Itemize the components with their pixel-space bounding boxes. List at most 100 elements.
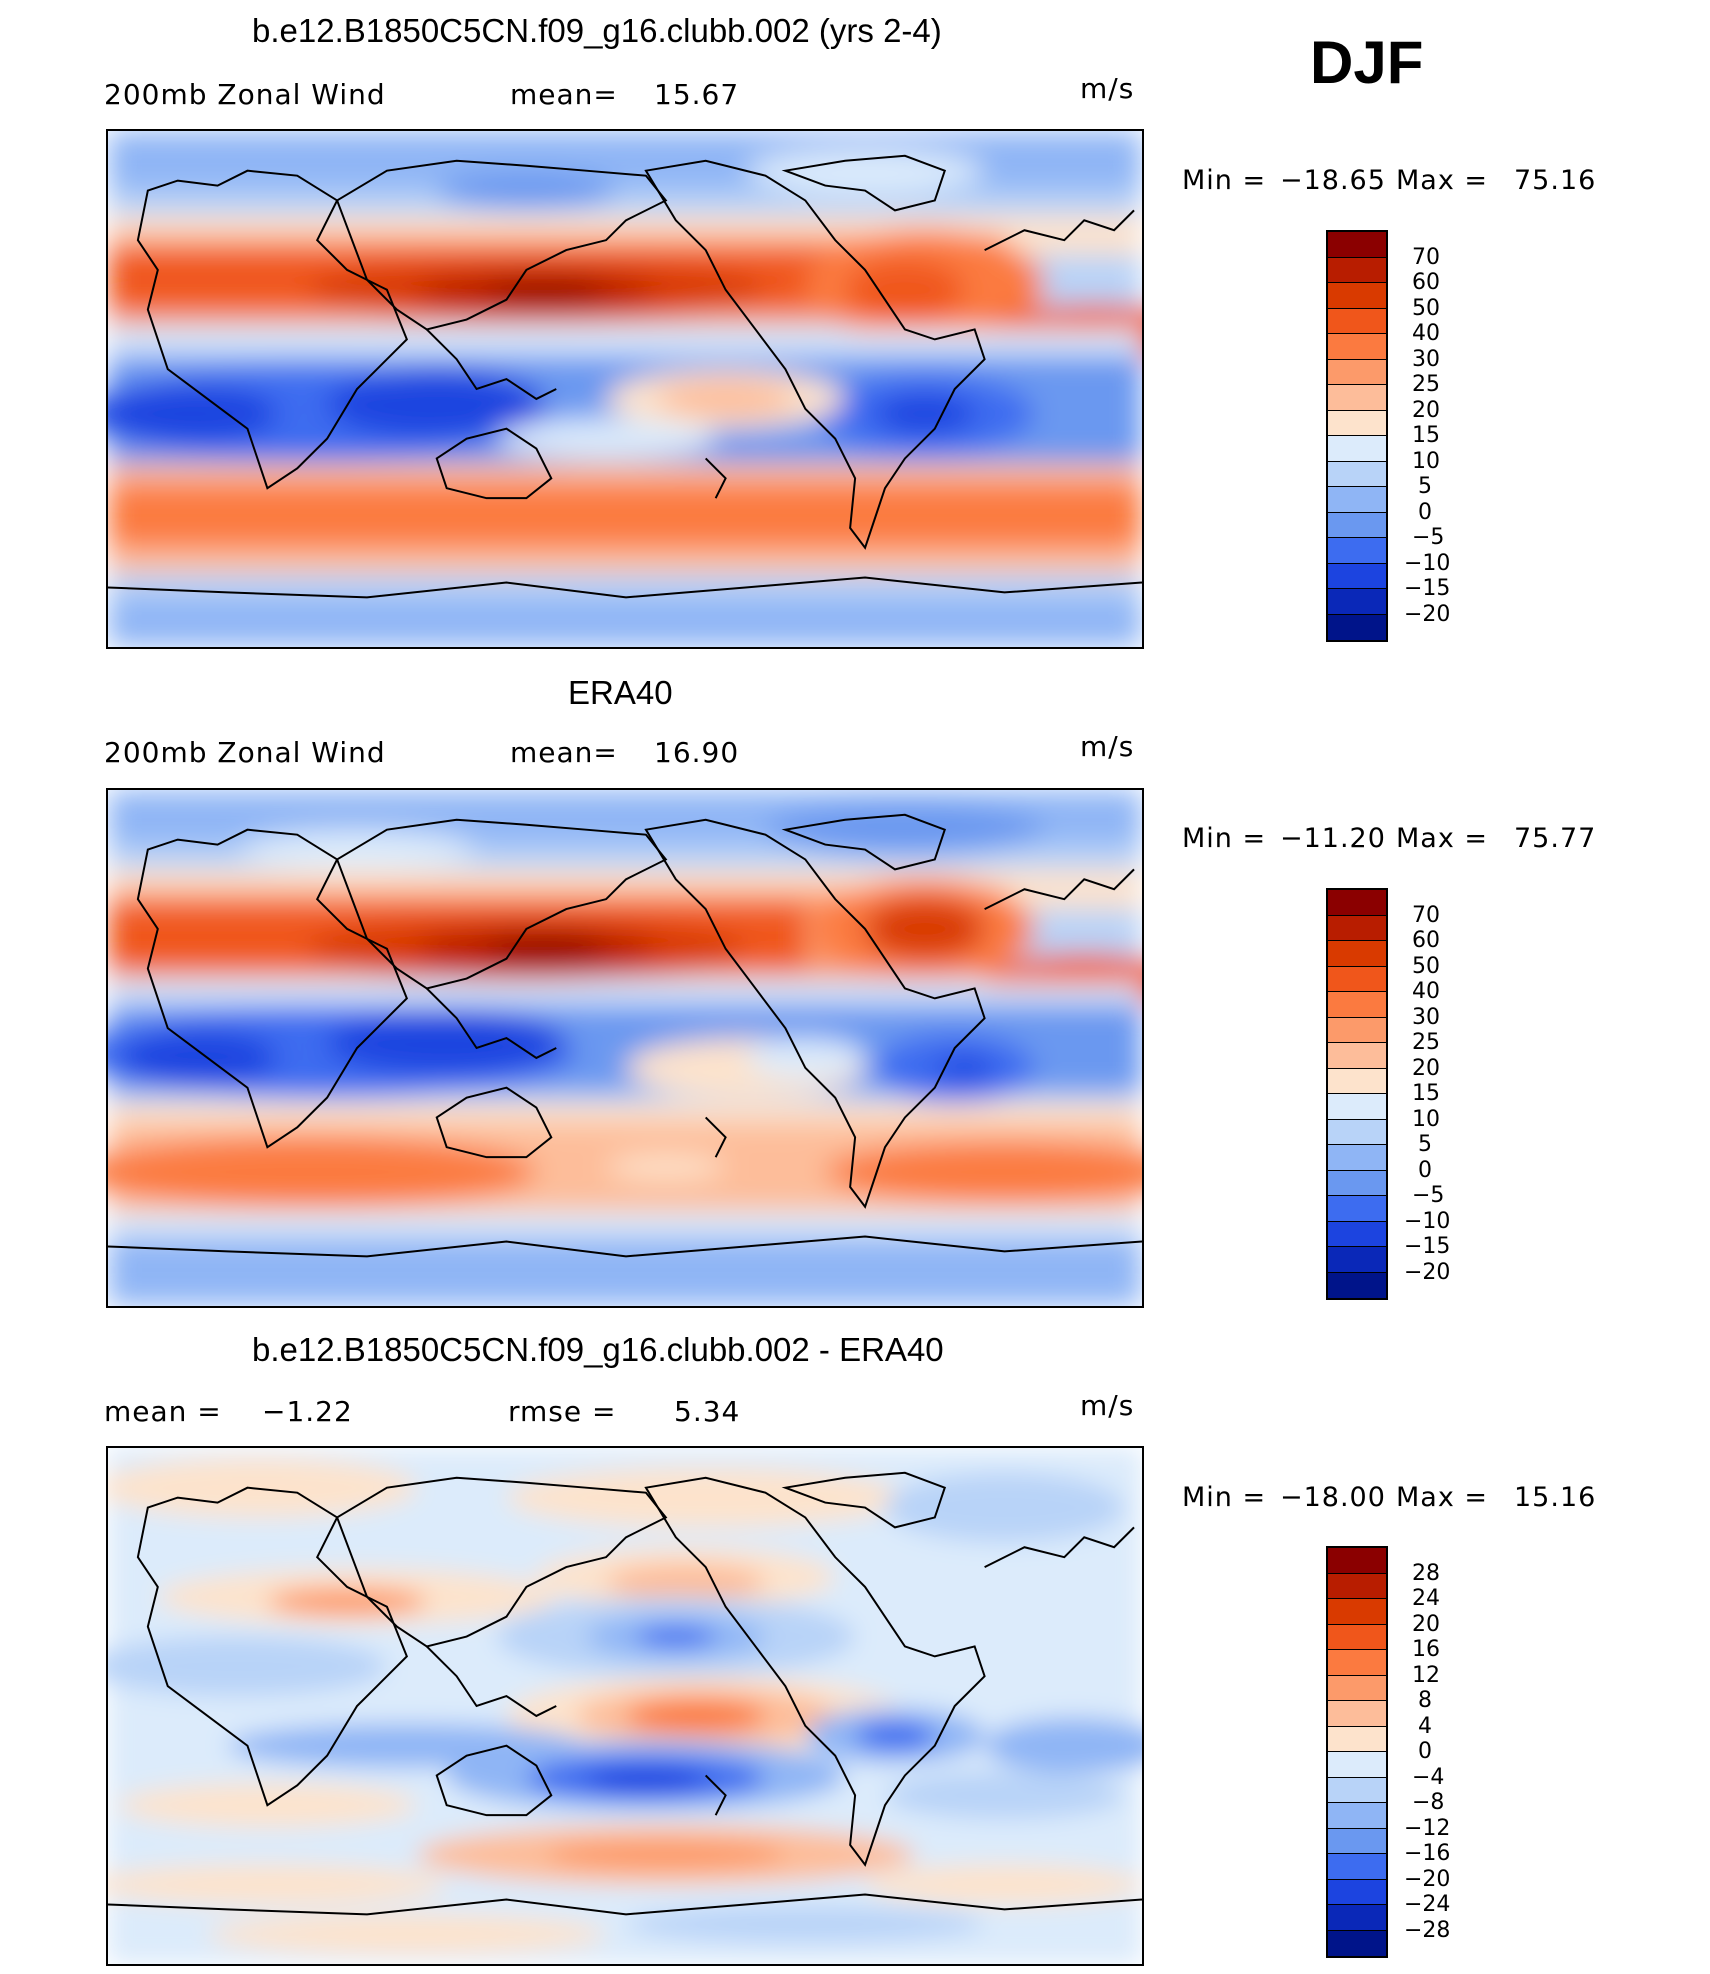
colorbar-swatch <box>1328 385 1386 411</box>
colorbar-tick: 5 <box>1418 1132 1432 1157</box>
panel-3-units: m/s <box>1080 1389 1135 1422</box>
colorbar-swatch <box>1328 359 1386 385</box>
colorbar-swatch <box>1328 966 1386 992</box>
colorbar-tick: −10 <box>1404 551 1451 576</box>
colorbar-swatch <box>1328 512 1386 538</box>
panel-2-map-svg <box>108 790 1142 1306</box>
panel-1-units: m/s <box>1080 72 1135 105</box>
panel-1-colorbar <box>1326 230 1388 642</box>
colorbar-swatch <box>1328 1828 1386 1854</box>
panel-2-units: m/s <box>1080 730 1135 763</box>
colorbar-tick: −24 <box>1404 1892 1451 1917</box>
colorbar-swatch <box>1328 1247 1386 1273</box>
colorbar-tick: −20 <box>1404 602 1451 627</box>
colorbar-swatch <box>1328 1752 1386 1778</box>
panel-3-min-label: Min = <box>1182 1482 1267 1513</box>
colorbar-tick: 8 <box>1418 1688 1432 1713</box>
colorbar-swatch <box>1328 1599 1386 1625</box>
panel-1-min-label: Min = <box>1182 165 1267 196</box>
colorbar-tick: 15 <box>1412 423 1440 448</box>
colorbar-swatch <box>1328 1726 1386 1752</box>
colorbar-swatch <box>1328 1170 1386 1196</box>
colorbar-swatch <box>1328 614 1386 640</box>
panel-1-max-value: 75.16 <box>1514 165 1597 196</box>
panel-2-min-label: Min = <box>1182 823 1267 854</box>
colorbar-swatch <box>1328 992 1386 1018</box>
colorbar-swatch <box>1328 589 1386 615</box>
colorbar-tick: 30 <box>1412 347 1440 372</box>
panel-2-mean-label: mean= <box>510 736 618 769</box>
colorbar-tick: 15 <box>1412 1081 1440 1106</box>
colorbar-swatch <box>1328 1221 1386 1247</box>
colorbar-swatch <box>1328 1701 1386 1727</box>
panel-1-title: b.e12.B1850C5CN.f09_g16.clubb.002 (yrs 2… <box>252 12 942 49</box>
panel-2-map <box>106 788 1144 1308</box>
colorbar-tick: 20 <box>1412 1612 1440 1637</box>
panel-2-field-label: 200mb Zonal Wind <box>104 736 386 769</box>
colorbar-swatch <box>1328 308 1386 334</box>
colorbar-tick: 0 <box>1418 500 1432 525</box>
colorbar-tick: −15 <box>1404 576 1451 601</box>
colorbar-swatch <box>1328 1854 1386 1880</box>
panel-2-mean-value: 16.90 <box>654 736 740 769</box>
colorbar-swatch <box>1328 1196 1386 1222</box>
colorbar-swatch <box>1328 563 1386 589</box>
colorbar-swatch <box>1328 1094 1386 1120</box>
colorbar-swatch <box>1328 1272 1386 1298</box>
colorbar-tick: 60 <box>1412 928 1440 953</box>
colorbar-tick: −20 <box>1404 1867 1451 1892</box>
panel-3-map <box>106 1446 1144 1966</box>
panel-3-rmse-value: 5.34 <box>674 1395 741 1428</box>
colorbar-swatch <box>1328 1573 1386 1599</box>
colorbar-swatch <box>1328 1879 1386 1905</box>
colorbar-tick: 40 <box>1412 979 1440 1004</box>
colorbar-swatch <box>1328 1930 1386 1956</box>
colorbar-tick: −12 <box>1404 1816 1451 1841</box>
panel-3-mean-label: mean = <box>104 1395 222 1428</box>
colorbar-tick: 24 <box>1412 1586 1440 1611</box>
panel-2-title: ERA40 <box>568 674 673 711</box>
colorbar-tick: 70 <box>1412 903 1440 928</box>
colorbar-swatch <box>1328 487 1386 513</box>
colorbar-swatch <box>1328 1650 1386 1676</box>
colorbar-tick: −28 <box>1404 1918 1451 1943</box>
colorbar-tick: −4 <box>1412 1765 1445 1790</box>
colorbar-swatch <box>1328 1017 1386 1043</box>
panel-3-mean-value: −1.22 <box>262 1395 353 1428</box>
colorbar-swatch <box>1328 461 1386 487</box>
colorbar-tick: 25 <box>1412 1030 1440 1055</box>
panel-2-colorbar <box>1326 888 1388 1300</box>
colorbar-swatch <box>1328 334 1386 360</box>
colorbar-tick: 30 <box>1412 1005 1440 1030</box>
panel-3-max-value: 15.16 <box>1514 1482 1597 1513</box>
colorbar-swatch <box>1328 1548 1386 1574</box>
colorbar-swatch <box>1328 257 1386 283</box>
colorbar-swatch <box>1328 538 1386 564</box>
panel-1-min-value: −18.65 <box>1280 165 1386 196</box>
colorbar-tick: 4 <box>1418 1714 1432 1739</box>
colorbar-swatch <box>1328 1905 1386 1931</box>
colorbar-swatch <box>1328 283 1386 309</box>
colorbar-swatch <box>1328 890 1386 916</box>
colorbar-tick: 10 <box>1412 449 1440 474</box>
colorbar-swatch <box>1328 1777 1386 1803</box>
panel-1-mean-value: 15.67 <box>654 78 740 111</box>
colorbar-tick: 70 <box>1412 245 1440 270</box>
colorbar-swatch <box>1328 1803 1386 1829</box>
colorbar-swatch <box>1328 915 1386 941</box>
colorbar-swatch <box>1328 410 1386 436</box>
colorbar-tick: 20 <box>1412 398 1440 423</box>
panel-2-max-label: Max = <box>1396 823 1489 854</box>
colorbar-tick: −15 <box>1404 1234 1451 1259</box>
colorbar-swatch <box>1328 436 1386 462</box>
colorbar-swatch <box>1328 1068 1386 1094</box>
panel-3-title: b.e12.B1850C5CN.f09_g16.clubb.002 - ERA4… <box>252 1331 944 1368</box>
colorbar-tick: 12 <box>1412 1663 1440 1688</box>
panel-3-rmse-label: rmse = <box>508 1395 617 1428</box>
colorbar-tick: 50 <box>1412 296 1440 321</box>
season-label: DJF <box>1310 29 1424 96</box>
colorbar-swatch <box>1328 1119 1386 1145</box>
colorbar-swatch <box>1328 1043 1386 1069</box>
panel-3-map-svg <box>108 1448 1142 1964</box>
colorbar-tick: −16 <box>1404 1841 1451 1866</box>
